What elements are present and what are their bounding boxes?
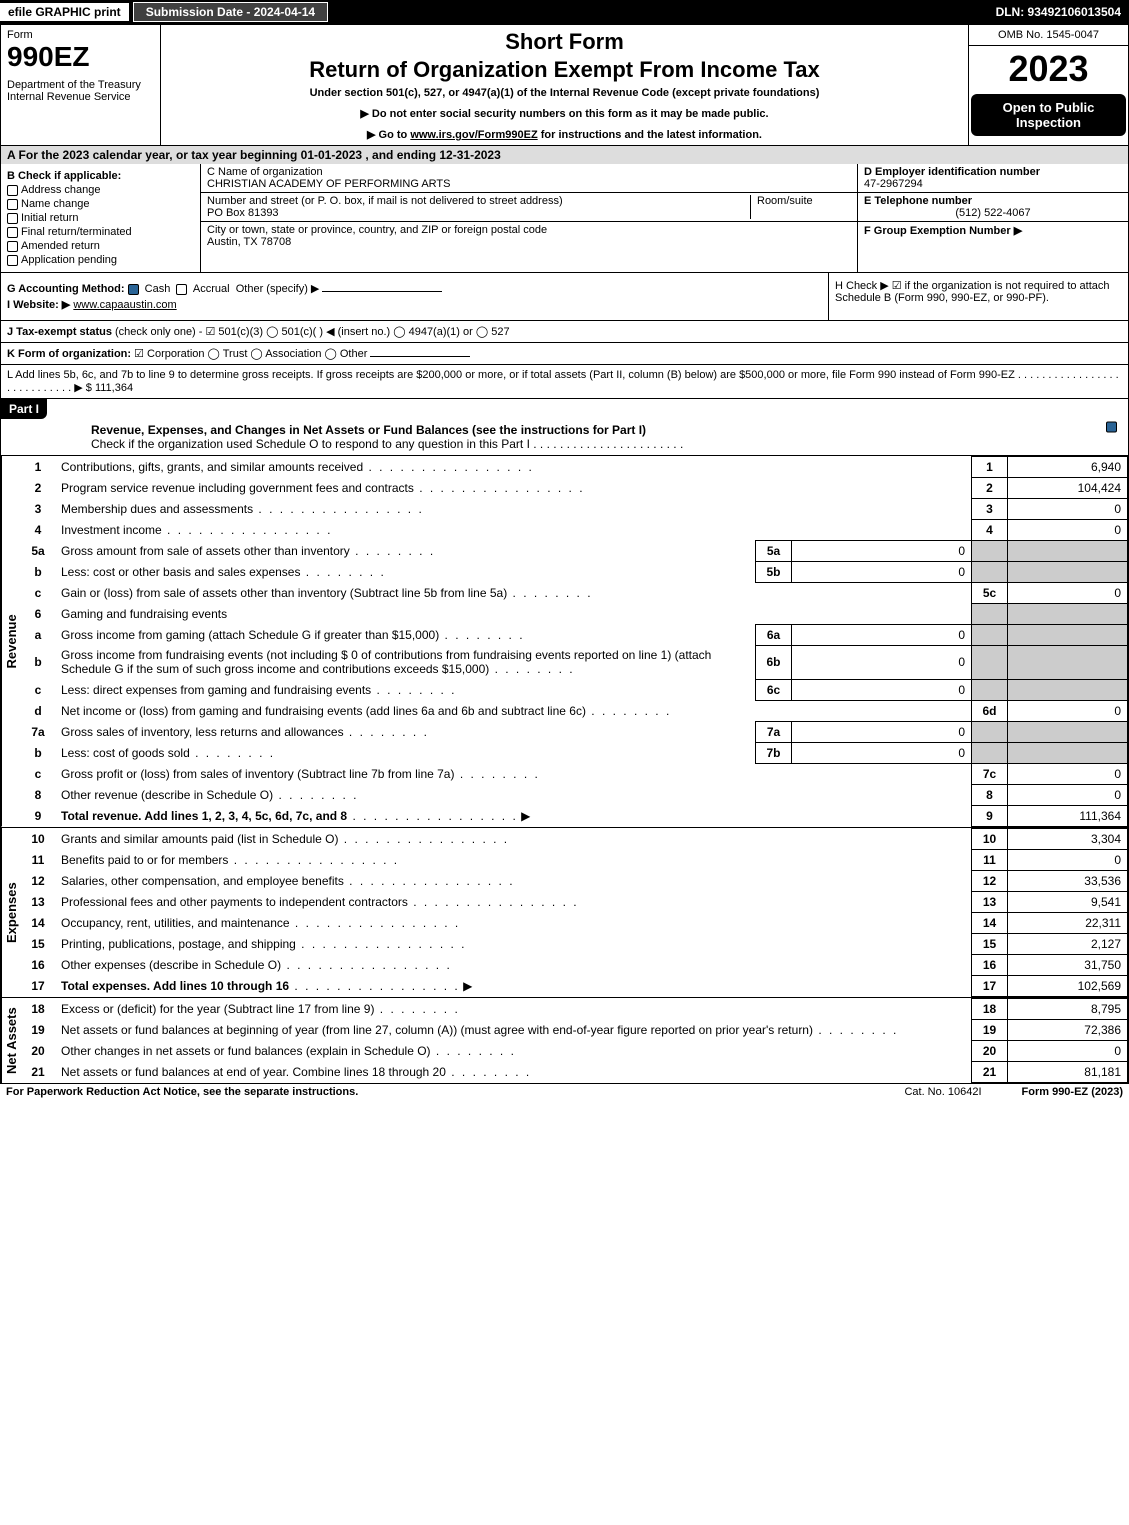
street-value: PO Box 81393 [207,207,744,219]
submission-date: Submission Date - 2024-04-14 [133,2,328,22]
form-header: Form 990EZ Department of the Treasury In… [0,24,1129,146]
efile-print[interactable]: efile GRAPHIC print [0,3,129,21]
accounting-method: G Accounting Method: Cash Accrual Other … [7,282,822,295]
column-c: C Name of organization CHRISTIAN ACADEMY… [201,164,858,272]
header-left: Form 990EZ Department of the Treasury In… [1,25,161,145]
footer: For Paperwork Reduction Act Notice, see … [0,1084,1129,1100]
netassets-table: 18 Excess or (deficit) for the year (Sub… [21,998,1128,1083]
phone-label: E Telephone number [864,195,1122,207]
col-b-title: B Check if applicable: [7,170,194,182]
group-exemption-row: F Group Exemption Number ▶ [858,222,1128,239]
org-block: B Check if applicable: Address change Na… [0,164,1129,273]
check-address-change[interactable]: Address change [7,184,194,196]
check-amended[interactable]: Amended return [7,240,194,252]
revenue-table: 1 Contributions, gifts, grants, and simi… [21,456,1128,827]
check-initial-return[interactable]: Initial return [7,212,194,224]
website-row: I Website: ▶ www.capaaustin.com [7,298,822,311]
part-i-subtitle: Check if the organization used Schedule … [91,437,683,451]
room-label: Room/suite [757,195,851,207]
h-check: H Check ▶ ☑ if the organization is not r… [835,279,1122,304]
group-exemption-label: F Group Exemption Number ▶ [864,224,1122,237]
omb-number: OMB No. 1545-0047 [969,25,1128,46]
ein-row: D Employer identification number 47-2967… [858,164,1128,193]
city-label: City or town, state or province, country… [207,224,851,236]
header-center: Short Form Return of Organization Exempt… [161,25,968,145]
phone-row: E Telephone number (512) 522-4067 [858,193,1128,222]
mid-left: G Accounting Method: Cash Accrual Other … [1,273,828,320]
street-row: Number and street (or P. O. box, if mail… [201,193,857,222]
revenue-label: Revenue [1,456,21,827]
org-name-value: CHRISTIAN ACADEMY OF PERFORMING ARTS [207,178,851,190]
org-name-row: C Name of organization CHRISTIAN ACADEMY… [201,164,857,193]
note-goto-post: for instructions and the latest informat… [538,129,762,141]
check-cash[interactable] [128,284,139,295]
footer-left: For Paperwork Reduction Act Notice, see … [6,1086,358,1098]
tax-year: 2023 [969,46,1128,92]
check-name-change[interactable]: Name change [7,198,194,210]
revenue-section: Revenue 1 Contributions, gifts, grants, … [0,456,1129,828]
middle-block: G Accounting Method: Cash Accrual Other … [0,273,1129,321]
ein-label: D Employer identification number [864,166,1122,178]
column-de: D Employer identification number 47-2967… [858,164,1128,272]
tax-exempt-row: J Tax-exempt status (check only one) - ☑… [0,321,1129,343]
netassets-section: Net Assets 18 Excess or (deficit) for th… [0,998,1129,1084]
street-label: Number and street (or P. O. box, if mail… [207,195,744,207]
line-l: L Add lines 5b, 6c, and 7b to line 9 to … [0,365,1129,399]
part-i-header: Part I Revenue, Expenses, and Changes in… [0,399,1129,456]
check-accrual[interactable] [176,284,187,295]
irs-link[interactable]: www.irs.gov/Form990EZ [410,129,537,141]
short-form-title: Short Form [169,29,960,55]
section-a: A For the 2023 calendar year, or tax yea… [0,146,1129,164]
column-b: B Check if applicable: Address change Na… [1,164,201,272]
department: Department of the Treasury Internal Reve… [7,79,154,103]
top-bar: efile GRAPHIC print Submission Date - 20… [0,0,1129,24]
note-ssn: ▶ Do not enter social security numbers o… [169,107,960,120]
line-l-value: 111,364 [95,382,133,394]
note-goto-pre: ▶ Go to [367,129,410,141]
note-goto: ▶ Go to www.irs.gov/Form990EZ for instru… [169,128,960,141]
dln: DLN: 93492106013504 [996,5,1129,19]
expenses-label: Expenses [1,828,21,997]
footer-center: Cat. No. 10642I [904,1086,981,1098]
mid-right: H Check ▶ ☑ if the organization is not r… [828,273,1128,320]
city-row: City or town, state or province, country… [201,222,857,250]
check-pending[interactable]: Application pending [7,254,194,266]
form-number: 990EZ [7,41,154,73]
website-link[interactable]: www.capaaustin.com [73,299,176,311]
phone-value: (512) 522-4067 [864,207,1122,219]
city-value: Austin, TX 78708 [207,236,851,248]
part-i-check[interactable] [1106,422,1117,433]
footer-right: Form 990-EZ (2023) [1022,1086,1123,1098]
expenses-section: Expenses 10 Grants and similar amounts p… [0,828,1129,998]
header-right: OMB No. 1545-0047 2023 Open to Public In… [968,25,1128,145]
form-of-org-row: K Form of organization: ☑ Corporation ◯ … [0,343,1129,365]
form-label: Form [7,29,154,41]
org-name-label: C Name of organization [207,166,851,178]
part-i-label: Part I [1,399,47,419]
expenses-table: 10 Grants and similar amounts paid (list… [21,828,1128,997]
open-public-badge: Open to Public Inspection [971,94,1126,136]
ein-value: 47-2967294 [864,178,1122,190]
check-final-return[interactable]: Final return/terminated [7,226,194,238]
return-title: Return of Organization Exempt From Incom… [169,57,960,83]
part-i-title: Revenue, Expenses, and Changes in Net As… [91,423,646,437]
netassets-label: Net Assets [1,998,21,1083]
under-section: Under section 501(c), 527, or 4947(a)(1)… [169,87,960,99]
